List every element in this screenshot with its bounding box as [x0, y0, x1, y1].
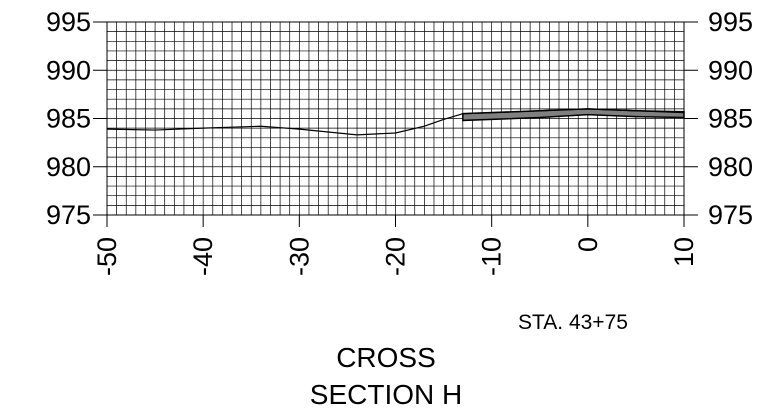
station-label: STA. 43+75: [518, 311, 628, 334]
y-tick-label-left: 995: [46, 7, 91, 37]
y-tick-label-left: 990: [46, 55, 91, 85]
x-tick-label: -10: [477, 237, 507, 276]
y-tick-label-left: 975: [46, 200, 91, 230]
y-tick-label-left: 985: [46, 104, 91, 134]
ground-profile-path: [106, 108, 685, 136]
axes: [93, 21, 698, 227]
section-title-line-1: CROSS: [336, 342, 436, 373]
x-tick-label: 10: [669, 237, 699, 267]
ground-profile-line: [106, 108, 685, 136]
y-tick-label-right: 990: [708, 55, 753, 85]
x-tick-label: -20: [381, 237, 411, 276]
y-tick-label-left: 980: [46, 152, 91, 182]
grid: [106, 21, 685, 216]
x-tick-label: -30: [284, 237, 314, 276]
y-tick-label-right: 995: [708, 7, 753, 37]
x-tick-label: 0: [573, 237, 603, 252]
section-title-line-2: SECTION H: [309, 379, 463, 410]
x-tick-label: -50: [92, 237, 122, 276]
y-tick-label-right: 985: [708, 104, 753, 134]
y-tick-label-right: 980: [708, 152, 753, 182]
y-tick-label-right: 975: [708, 200, 753, 230]
x-tick-label: -40: [188, 237, 218, 276]
